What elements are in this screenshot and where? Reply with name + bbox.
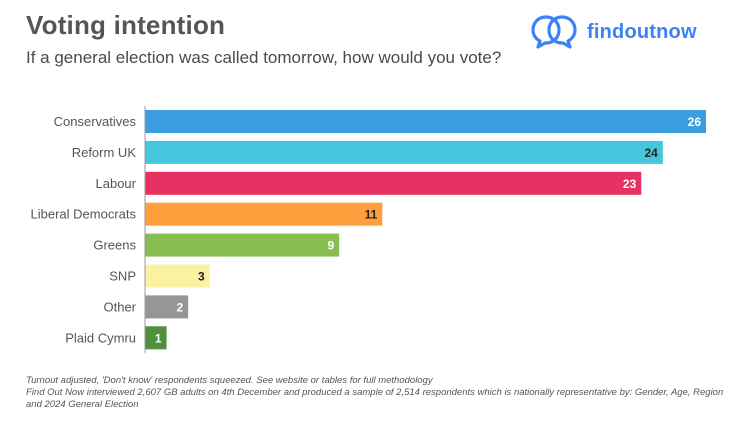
bar-greens [145, 233, 340, 257]
chart-title: Voting intention [26, 10, 226, 40]
footnotes: Turnout adjusted, 'Don't know' responden… [26, 375, 726, 411]
bar-reform-uk [145, 140, 663, 164]
bar-other [145, 295, 189, 319]
bar-labour [145, 171, 642, 195]
value-label: 3 [198, 270, 205, 284]
bar-liberal-democrats [145, 202, 383, 226]
bar-snp [145, 264, 210, 288]
value-label: 11 [365, 208, 378, 222]
chart-subtitle: If a general election was called tomorro… [26, 48, 502, 67]
category-label: Reform UK [72, 145, 137, 160]
category-label: Other [103, 299, 136, 314]
category-label: Greens [93, 238, 136, 253]
findoutnow-logo: findoutnow [531, 14, 697, 50]
brand-name: findoutnow [587, 20, 697, 43]
speech-bubbles-icon [531, 15, 577, 49]
value-label: 1 [155, 331, 162, 345]
category-label: SNP [109, 269, 136, 284]
bar-plaid-cymru [145, 326, 167, 350]
category-label: Liberal Democrats [31, 207, 137, 222]
value-label: 23 [623, 177, 637, 191]
category-label: Plaid Cymru [65, 330, 136, 345]
value-label: 9 [328, 239, 335, 253]
bar-conservatives [145, 110, 706, 133]
value-label: 2 [176, 300, 183, 314]
value-label: 26 [688, 115, 702, 129]
footnote-methodology: Turnout adjusted, 'Don't know' responden… [26, 375, 433, 386]
value-label: 24 [644, 146, 658, 160]
category-label: Conservatives [54, 114, 137, 129]
footnote-sample: Find Out Now interviewed 2,607 GB adults… [26, 387, 724, 410]
category-label: Labour [96, 176, 137, 191]
